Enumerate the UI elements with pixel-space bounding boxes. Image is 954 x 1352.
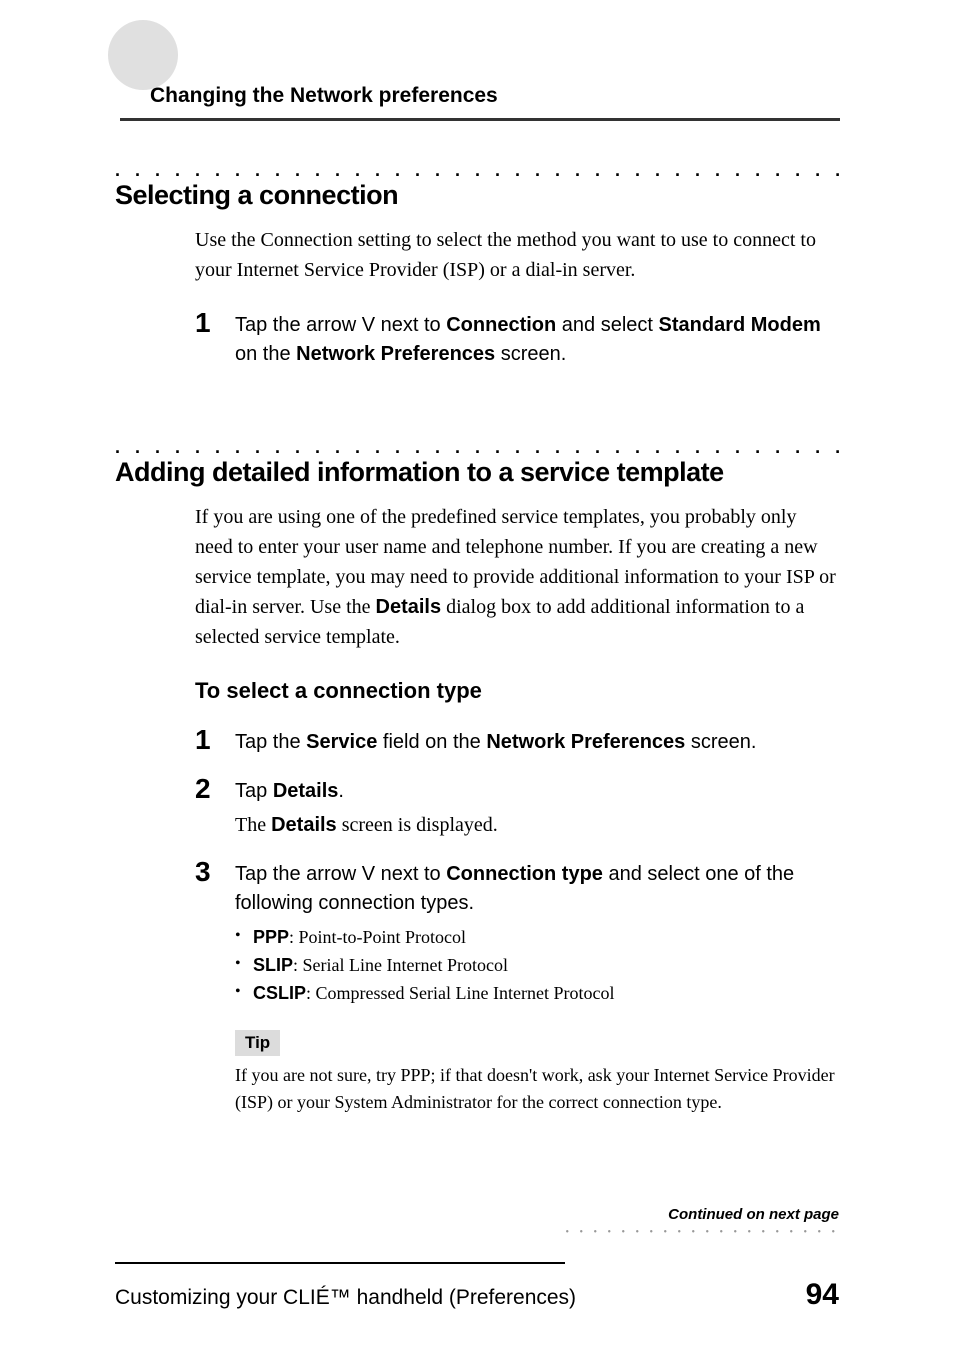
subheading-connection-type: To select a connection type xyxy=(195,678,839,704)
step-text: next to xyxy=(375,314,446,336)
tip-box: Tip If you are not sure, try PPP; if tha… xyxy=(235,1030,839,1116)
bullet-list: PPP: Point-to-Point Protocol SLIP: Seria… xyxy=(235,924,839,1008)
step-bold: Connection xyxy=(446,314,556,336)
section1-step1: 1 Tap the arrow V next to Connection and… xyxy=(195,311,839,369)
header-rule xyxy=(120,118,840,121)
footer-text: Customizing your CLIÉ™ handheld (Prefere… xyxy=(115,1286,576,1310)
dotted-rule: . . . . . . . . . . . . . . . . . . . . … xyxy=(115,437,839,455)
step-text: on the xyxy=(235,343,296,365)
sub-text: The xyxy=(235,814,271,836)
step-text: screen. xyxy=(495,343,566,365)
list-item: PPP: Point-to-Point Protocol xyxy=(235,924,839,952)
section1-para: Use the Connection setting to select the… xyxy=(195,225,839,285)
page-footer: Continued on next page • • • • • • • • •… xyxy=(115,1206,839,1312)
section2-para: If you are using one of the predefined s… xyxy=(195,502,839,652)
bullet-bold: PPP xyxy=(253,927,289,947)
list-item: CSLIP: Compressed Serial Line Internet P… xyxy=(235,980,839,1008)
step-number: 3 xyxy=(195,858,235,1008)
arrow-down-icon: V xyxy=(362,314,375,336)
step-text: . xyxy=(338,780,344,802)
step-bold: Network Preferences xyxy=(296,343,495,365)
continued-label: Continued on next page xyxy=(115,1206,839,1223)
tip-label: Tip xyxy=(235,1030,280,1056)
step-body: Tap the arrow V next to Connection and s… xyxy=(235,311,839,369)
bullet-bold: SLIP xyxy=(253,955,293,975)
step-body: Tap the Service field on the Network Pre… xyxy=(235,728,756,757)
step-bold: Service xyxy=(306,731,377,753)
step-bold: Details xyxy=(273,780,339,802)
section2-step1: 1 Tap the Service field on the Network P… xyxy=(195,728,839,757)
section2-step2: 2 Tap Details. The Details screen is dis… xyxy=(195,777,839,840)
step-text: Tap the arrow xyxy=(235,314,362,336)
footer-line: Customizing your CLIÉ™ handheld (Prefere… xyxy=(115,1278,839,1312)
step-bold: Connection type xyxy=(446,863,603,885)
header-ornament-circle xyxy=(108,20,178,90)
step-text: field on the xyxy=(377,731,486,753)
section-heading-selecting: Selecting a connection xyxy=(115,180,839,211)
page-header: Changing the Network preferences xyxy=(0,0,954,120)
bullet-text: : Compressed Serial Line Internet Protoc… xyxy=(306,983,614,1003)
section2-step3: 3 Tap the arrow V next to Connection typ… xyxy=(195,860,839,1008)
sub-bold: Details xyxy=(271,814,337,836)
step-number: 1 xyxy=(195,726,235,757)
step-bold: Network Preferences xyxy=(486,731,685,753)
para-bold: Details xyxy=(376,596,442,618)
sub-text: screen is displayed. xyxy=(337,814,498,836)
step-text: next to xyxy=(375,863,446,885)
step-text: Tap the arrow xyxy=(235,863,362,885)
bullet-text: : Point-to-Point Protocol xyxy=(289,927,466,947)
step-text: screen. xyxy=(685,731,756,753)
header-title: Changing the Network preferences xyxy=(150,84,498,108)
section-heading-adding: Adding detailed information to a service… xyxy=(115,457,839,488)
step-sub: The Details screen is displayed. xyxy=(235,810,498,840)
bullet-bold: CSLIP xyxy=(253,983,306,1003)
arrow-down-icon: V xyxy=(362,863,375,885)
tip-text: If you are not sure, try PPP; if that do… xyxy=(235,1062,839,1116)
step-text: Tap xyxy=(235,780,273,802)
dotted-rule: . . . . . . . . . . . . . . . . . . . . … xyxy=(115,160,839,178)
list-item: SLIP: Serial Line Internet Protocol xyxy=(235,952,839,980)
step-number: 1 xyxy=(195,309,235,369)
step-number: 2 xyxy=(195,775,235,840)
bullet-text: : Serial Line Internet Protocol xyxy=(293,955,508,975)
step-text: and select xyxy=(556,314,658,336)
page-content: . . . . . . . . . . . . . . . . . . . . … xyxy=(0,120,954,1116)
step-bold: Standard Modem xyxy=(659,314,821,336)
page-number: 94 xyxy=(806,1278,839,1312)
step-body: Tap the arrow V next to Connection type … xyxy=(235,860,839,1008)
step-text: Tap the xyxy=(235,731,306,753)
continued-dots: • • • • • • • • • • • • • • • • • • • • xyxy=(115,1227,839,1238)
footer-rule xyxy=(115,1262,565,1264)
step-body: Tap Details. The Details screen is displ… xyxy=(235,777,498,840)
